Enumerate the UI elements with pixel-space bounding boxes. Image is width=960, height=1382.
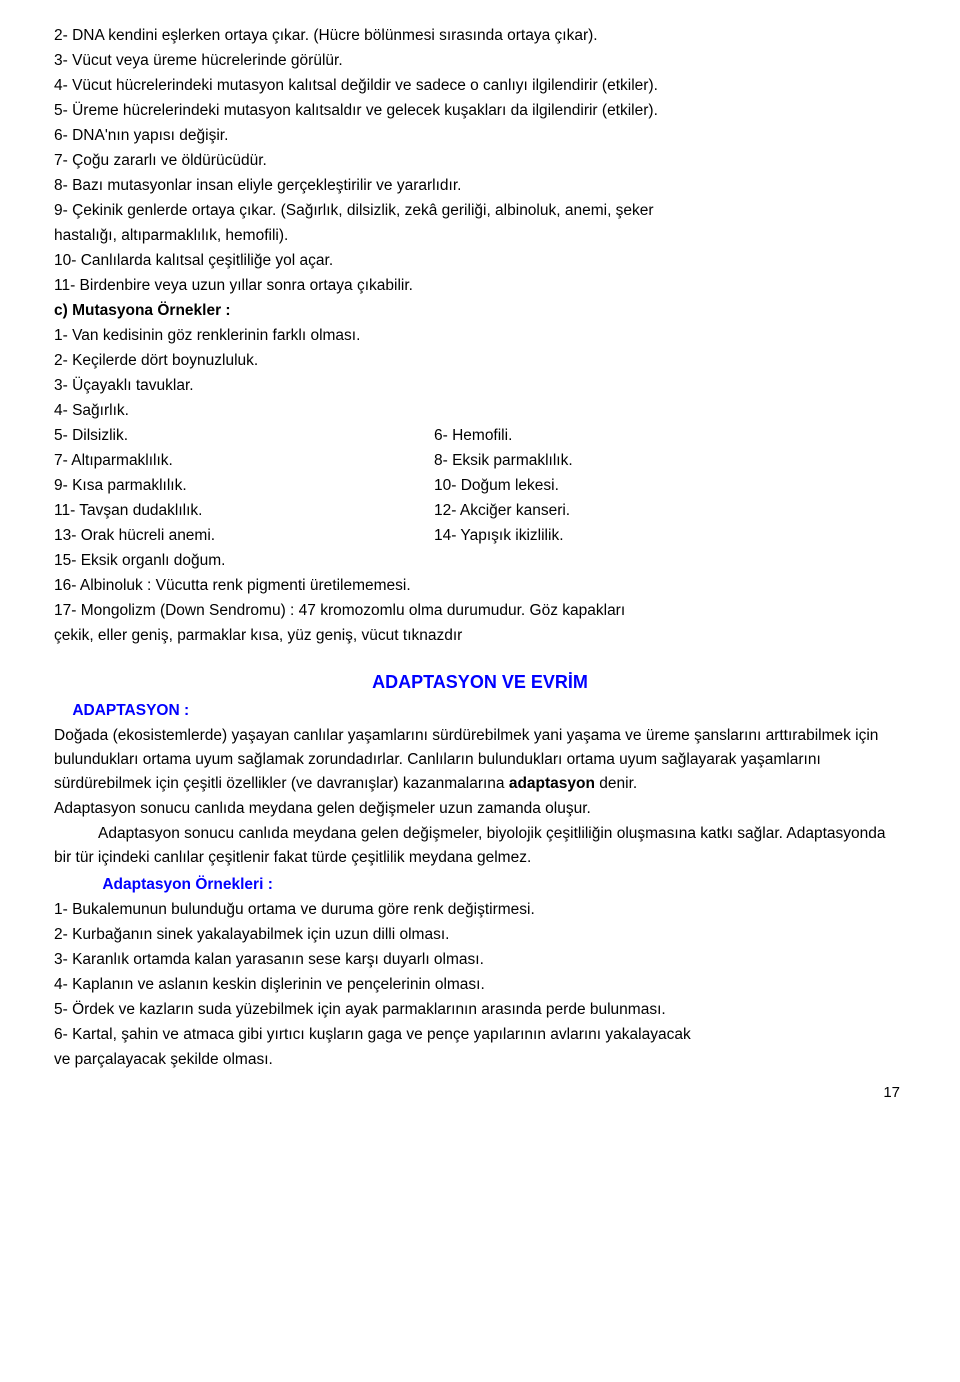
intro-line: 7- Çoğu zararlı ve öldürücüdür. bbox=[54, 149, 906, 173]
section-c-item: 15- Eksik organlı doğum. bbox=[54, 549, 906, 573]
body-text: Doğada (ekosistemlerde) yaşayan canlılar… bbox=[54, 727, 878, 792]
section-c-item: 1- Van kedisinin göz renklerinin farklı … bbox=[54, 324, 906, 348]
section-c-item: 4- Sağırlık. bbox=[54, 399, 906, 423]
section-c-label: c) Mutasyona Örnekler : bbox=[54, 299, 906, 323]
intro-line: 6- DNA'nın yapısı değişir. bbox=[54, 124, 906, 148]
pair-right: 14- Yapışık ikizlilik. bbox=[434, 524, 906, 548]
body-text: Adaptasyon sonucu canlıda meydana gelen … bbox=[54, 825, 886, 866]
ornek-item: 2- Kurbağanın sinek yakalayabilmek için … bbox=[54, 923, 906, 947]
pair-left: 5- Dilsizlik. bbox=[54, 424, 434, 448]
page-number: 17 bbox=[54, 1084, 906, 1101]
pair-right: 8- Eksik parmaklılık. bbox=[434, 449, 906, 473]
ornek-item: 1- Bukalemunun bulunduğu ortama ve durum… bbox=[54, 898, 906, 922]
intro-line: 5- Üreme hücrelerindeki mutasyon kalıtsa… bbox=[54, 99, 906, 123]
ornek-item: 5- Ördek ve kazların suda yüzebilmek içi… bbox=[54, 998, 906, 1022]
body-text: denir. bbox=[599, 775, 637, 792]
ornek-item: 3- Karanlık ortamda kalan yarasanın sese… bbox=[54, 948, 906, 972]
intro-line: 2- DNA kendini eşlerken ortaya çıkar. (H… bbox=[54, 24, 906, 48]
adaptasyon-body: Doğada (ekosistemlerde) yaşayan canlılar… bbox=[54, 724, 906, 796]
pair-right: 6- Hemofili. bbox=[434, 424, 906, 448]
section-c-item: 16- Albinoluk : Vücutta renk pigmenti ür… bbox=[54, 574, 906, 598]
section-c-item: 17- Mongolizm (Down Sendromu) : 47 kromo… bbox=[54, 599, 906, 623]
pair-left: 11- Tavşan dudaklılık. bbox=[54, 499, 434, 523]
section-c-pair: 5- Dilsizlik. 6- Hemofili. bbox=[54, 424, 906, 448]
section-c-item: 2- Keçilerde dört boynuzluluk. bbox=[54, 349, 906, 373]
intro-line: 3- Vücut veya üreme hücrelerinde görülür… bbox=[54, 49, 906, 73]
intro-line: hastalığı, altıparmaklılık, hemofili). bbox=[54, 224, 906, 248]
ornek-item: 4- Kaplanın ve aslanın keskin dişlerinin… bbox=[54, 973, 906, 997]
section-c-pair: 11- Tavşan dudaklılık. 12- Akciğer kanse… bbox=[54, 499, 906, 523]
section-c-pair: 7- Altıparmaklılık. 8- Eksik parmaklılık… bbox=[54, 449, 906, 473]
adaptasyon-body: Adaptasyon sonucu canlıda meydana gelen … bbox=[54, 797, 906, 821]
section-c-pair: 13- Orak hücreli anemi. 14- Yapışık ikiz… bbox=[54, 524, 906, 548]
intro-line: 9- Çekinik genlerde ortaya çıkar. (Sağır… bbox=[54, 199, 906, 223]
adaptasyon-title: ADAPTASYON VE EVRİM bbox=[372, 672, 588, 692]
intro-line: 8- Bazı mutasyonlar insan eliyle gerçekl… bbox=[54, 174, 906, 198]
pair-left: 7- Altıparmaklılık. bbox=[54, 449, 434, 473]
pair-right: 12- Akciğer kanseri. bbox=[434, 499, 906, 523]
intro-line: 11- Birdenbire veya uzun yıllar sonra or… bbox=[54, 274, 906, 298]
intro-line: 10- Canlılarda kalıtsal çeşitliliğe yol … bbox=[54, 249, 906, 273]
pair-right: 10- Doğum lekesi. bbox=[434, 474, 906, 498]
pair-left: 9- Kısa parmaklılık. bbox=[54, 474, 434, 498]
pair-left: 13- Orak hücreli anemi. bbox=[54, 524, 434, 548]
intro-line: 4- Vücut hücrelerindeki mutasyon kalıtsa… bbox=[54, 74, 906, 98]
body-bold: adaptasyon bbox=[509, 775, 595, 792]
ornek-item: ve parçalayacak şekilde olması. bbox=[54, 1048, 906, 1072]
section-c-item: 3- Üçayaklı tavuklar. bbox=[54, 374, 906, 398]
adaptasyon-label: ADAPTASYON : bbox=[72, 702, 189, 719]
ornekler-label: Adaptasyon Örnekleri : bbox=[102, 876, 273, 893]
section-c-pair: 9- Kısa parmaklılık. 10- Doğum lekesi. bbox=[54, 474, 906, 498]
adaptasyon-body: Adaptasyon sonucu canlıda meydana gelen … bbox=[54, 822, 906, 870]
section-c-item: çekik, eller geniş, parmaklar kısa, yüz … bbox=[54, 624, 906, 648]
ornek-item: 6- Kartal, şahin ve atmaca gibi yırtıcı … bbox=[54, 1023, 906, 1047]
